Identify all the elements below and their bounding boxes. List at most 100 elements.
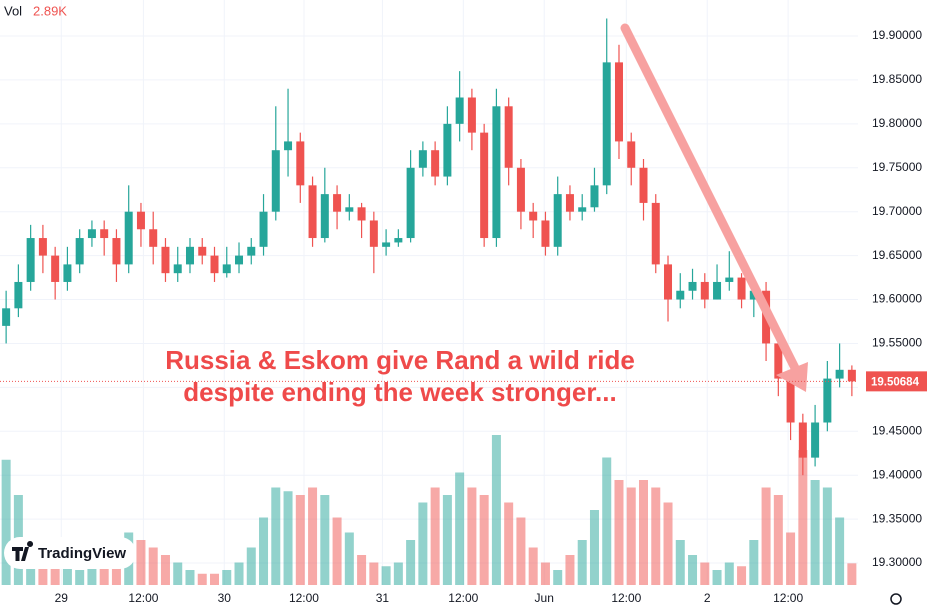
volume-bar: [99, 566, 109, 585]
candle-body: [63, 264, 72, 282]
candle-body: [737, 277, 746, 300]
candle-layer: [2, 18, 856, 476]
volume-bar: [320, 495, 330, 585]
volume-bar: [308, 487, 318, 585]
volume-bar: [381, 566, 391, 585]
volume-bar: [626, 487, 636, 585]
candle-body: [51, 255, 60, 282]
candle-body: [786, 378, 795, 423]
volume-bar: [246, 547, 256, 585]
candle-body: [235, 255, 244, 265]
volume-bar: [835, 517, 845, 585]
candle-body: [308, 185, 317, 239]
volume-layer: [1, 435, 857, 585]
annotation: Russia & Eskom give Rand a wild ride: [165, 345, 635, 375]
volume-bar: [663, 502, 673, 585]
volume-bar: [442, 495, 452, 585]
volume-bar: [761, 487, 771, 585]
settings-icon[interactable]: [890, 593, 902, 605]
y-tick-label: 19.75000: [872, 160, 922, 174]
volume-bar: [455, 472, 465, 585]
y-tick-label: 19.65000: [872, 248, 922, 262]
candle-body: [333, 194, 342, 212]
candle-body: [504, 106, 513, 168]
candle-body: [271, 150, 280, 212]
volume-bar: [651, 487, 661, 585]
candle-body: [541, 220, 550, 247]
annotation: despite ending the week stronger...: [183, 377, 616, 407]
y-tick-label: 19.40000: [872, 467, 922, 481]
y-tick-label: 19.85000: [872, 72, 922, 86]
logo-mark: [12, 541, 34, 561]
volume-bar: [589, 510, 599, 585]
x-tick-label: 29: [55, 591, 69, 605]
candle-body: [14, 281, 23, 309]
candle-body: [247, 246, 256, 256]
candle-body: [651, 202, 660, 265]
candle-body: [553, 194, 562, 247]
volume-bar: [1, 459, 11, 585]
volume-bar: [430, 487, 440, 585]
volume-bar: [283, 491, 293, 585]
axes: 19.3000019.3500019.4000019.4500019.50000…: [0, 28, 927, 605]
candle-body: [75, 238, 84, 265]
volume-bar: [810, 480, 820, 585]
volume-bar: [136, 540, 146, 585]
logo-badge: [4, 537, 136, 569]
volume-bar: [675, 540, 685, 585]
candle-body: [664, 264, 673, 300]
candle-body: [345, 207, 354, 212]
candle-body: [688, 281, 697, 291]
candle-body: [112, 238, 121, 265]
candle-body: [713, 281, 722, 300]
volume-bar: [749, 540, 759, 585]
candle-body: [639, 167, 648, 203]
last-price-label: 19.50684: [871, 376, 920, 388]
volume-bar: [393, 562, 403, 585]
volume-bar: [516, 517, 526, 585]
volume-bar: [234, 562, 244, 585]
volume-bar: [197, 573, 207, 585]
candle-body: [296, 141, 305, 186]
volume-bar: [847, 563, 857, 585]
candle-body: [700, 281, 709, 300]
volume-bar: [540, 562, 550, 585]
candle-body: [602, 62, 611, 186]
volume-bar: [50, 562, 60, 585]
candle-body: [627, 141, 636, 168]
y-tick-label: 19.60000: [872, 292, 922, 306]
volume-bar: [688, 555, 698, 585]
candle-body: [136, 211, 145, 230]
candle-body: [87, 229, 96, 239]
candle-body: [725, 277, 734, 282]
logo-text: TradingView: [38, 545, 126, 562]
candle-body: [394, 238, 403, 243]
volume-bar: [724, 562, 734, 585]
candle-body: [185, 246, 194, 265]
candle-body: [382, 242, 391, 247]
candle-body: [847, 369, 856, 382]
candle-body: [284, 141, 293, 151]
volume-bar: [185, 570, 195, 585]
y-tick-label: 19.80000: [872, 116, 922, 130]
volume-bar: [87, 562, 97, 585]
candle-body: [369, 220, 378, 247]
candle-body: [676, 290, 685, 300]
annotation-arrow-head: [776, 362, 808, 392]
volume-bar: [773, 495, 783, 585]
volume-bar: [822, 487, 832, 585]
x-tick-label: 31: [376, 591, 390, 605]
volume-bar: [259, 517, 269, 585]
candle-body: [406, 167, 415, 239]
candle-body: [823, 378, 832, 423]
candle-body: [811, 422, 820, 458]
candle-body: [259, 211, 268, 247]
volume-bar: [295, 495, 305, 585]
y-tick-label: 19.30000: [872, 555, 922, 569]
candle-body: [614, 62, 623, 142]
volume-bar: [639, 480, 648, 585]
volume-bar: [712, 570, 722, 585]
volume-bar: [565, 555, 575, 585]
x-tick-label: 12:00: [448, 591, 478, 605]
